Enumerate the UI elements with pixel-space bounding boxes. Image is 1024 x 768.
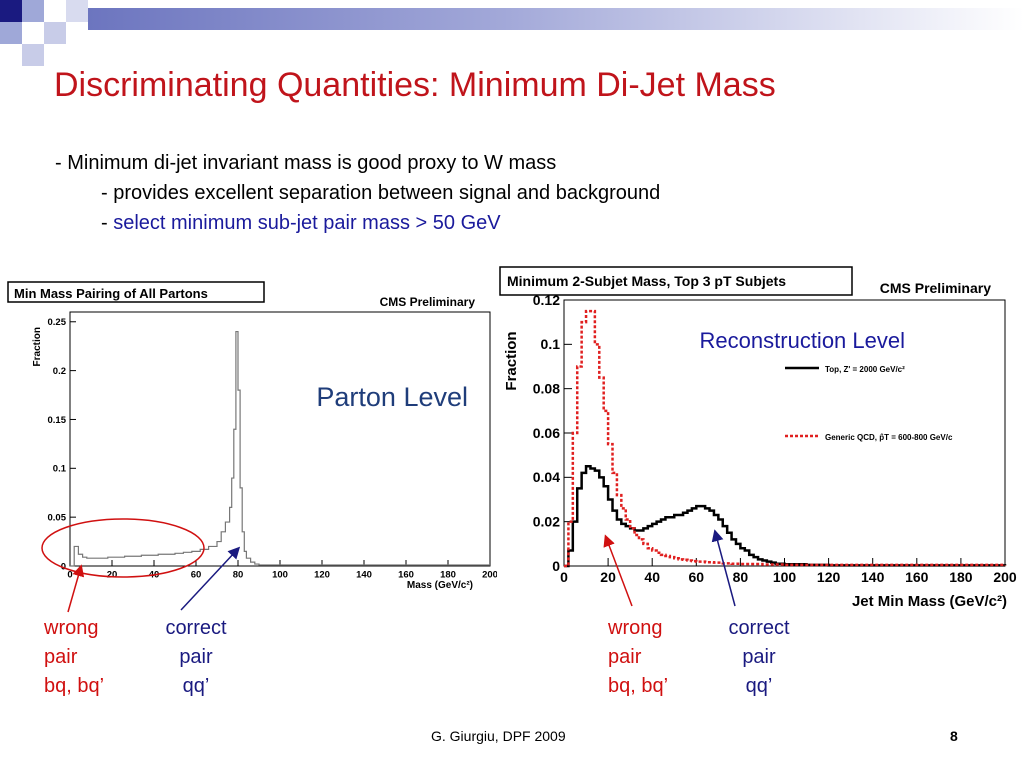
right-chart-x-axis: 0 20 40 60 80 100 120 140 160 180 200 <box>560 558 1017 585</box>
y-tick-label: 0.06 <box>533 425 560 441</box>
left-wrong-pair-label: wrong pair bq, bq’ <box>44 614 104 701</box>
x-tick-label: 120 <box>314 570 330 581</box>
left-chart-xlabel: Mass (GeV/c²) <box>407 580 473 591</box>
x-tick-label: 100 <box>272 570 288 581</box>
x-tick-label: 20 <box>600 569 616 585</box>
left-chart-ylabel: Fraction <box>32 327 43 366</box>
x-tick-label: 140 <box>356 570 372 581</box>
left-correct-line-1: correct <box>165 617 227 639</box>
y-tick-label: 0 <box>552 558 560 574</box>
right-chart-ylabel: Fraction <box>503 331 520 390</box>
right-chart-title: Minimum 2-Subjet Mass, Top 3 pT Subjets <box>507 273 786 289</box>
left-correct-line-3: qq’ <box>182 675 210 697</box>
legend-top-label: Top, Z' = 2000 GeV/c² <box>825 365 905 374</box>
x-tick-label: 40 <box>644 569 660 585</box>
left-chart-series <box>70 330 490 567</box>
left-correct-pair-label: correct pair qq’ <box>156 614 236 701</box>
bullet-3: - select minimum sub-jet pair mass > 50 … <box>101 212 501 235</box>
left-correct-line-2: pair <box>179 646 213 668</box>
right-chart-overlay-label: Reconstruction Level <box>700 328 905 353</box>
right-chart-title-box <box>499 266 853 296</box>
x-tick-label: 120 <box>817 569 841 585</box>
x-tick-label: 200 <box>993 569 1017 585</box>
wrong-pair-ellipse <box>41 518 205 578</box>
footer-page-number: 8 <box>950 728 958 744</box>
x-tick-label: 200 <box>482 570 498 581</box>
x-tick-label: 60 <box>191 570 202 581</box>
right-chart-cms-label: CMS Preliminary <box>880 280 991 296</box>
bullet-2: - provides excellent separation between … <box>101 182 661 204</box>
x-tick-label: 140 <box>861 569 885 585</box>
right-wrong-line-1: wrong <box>608 617 663 639</box>
y-tick-label: 0.12 <box>533 292 560 308</box>
x-tick-label: 180 <box>440 570 456 581</box>
series-line-0 <box>70 330 490 567</box>
series-line-0 <box>564 465 1007 568</box>
right-chart-xlabel: Jet Min Mass (GeV/c²) <box>852 593 1007 610</box>
right-wrong-line-3: bq, bq’ <box>608 675 669 697</box>
left-chart-title-box <box>7 281 265 303</box>
left-wrong-line-3: bq, bq’ <box>44 675 105 697</box>
right-wrong-line-2: pair <box>608 646 642 668</box>
x-tick-label: 80 <box>733 569 749 585</box>
left-wrong-line-1: wrong <box>44 617 99 639</box>
x-tick-label: 160 <box>905 569 929 585</box>
right-chart-frame <box>563 299 1006 567</box>
y-tick-label: 0.2 <box>53 366 66 377</box>
footer-author: G. Giurgiu, DPF 2009 <box>431 728 566 744</box>
left-chart-frame <box>69 311 491 567</box>
right-chart-legend: Top, Z' = 2000 GeV/c² Generic QCD, p̂T =… <box>785 365 953 442</box>
y-tick-label: 0.04 <box>533 469 560 485</box>
y-tick-label: 0.15 <box>48 415 67 426</box>
x-tick-label: 60 <box>689 569 705 585</box>
y-tick-label: 0.1 <box>541 336 561 352</box>
y-tick-label: 0.05 <box>48 512 67 523</box>
series-line-1 <box>564 309 1007 568</box>
parton-level-chart: Min Mass Pairing of All Partons CMS Prel… <box>0 272 500 602</box>
left-chart-overlay-label: Parton Level <box>316 382 468 412</box>
x-tick-label: 20 <box>107 570 118 581</box>
slide-title: Discriminating Quantities: Minimum Di-Je… <box>54 66 776 104</box>
right-correct-pair-label: correct pair qq’ <box>719 614 799 701</box>
right-correct-line-1: correct <box>728 617 790 639</box>
x-tick-label: 0 <box>560 569 568 585</box>
y-tick-label: 0.25 <box>48 317 67 328</box>
right-wrong-pair-label: wrong pair bq, bq’ <box>608 614 668 701</box>
left-chart-title: Min Mass Pairing of All Partons <box>14 286 208 301</box>
x-tick-label: 180 <box>949 569 973 585</box>
right-correct-line-2: pair <box>742 646 776 668</box>
x-tick-label: 160 <box>398 570 414 581</box>
bullet-3-text: select minimum sub-jet pair mass > 50 Ge… <box>113 212 501 234</box>
bullet-1: - Minimum di-jet invariant mass is good … <box>55 152 557 174</box>
y-tick-label: 0.08 <box>533 381 560 397</box>
y-tick-label: 0.1 <box>53 464 67 475</box>
reconstruction-level-chart: Minimum 2-Subjet Mass, Top 3 pT Subjets … <box>497 262 1017 617</box>
right-chart-series <box>564 309 1007 568</box>
x-tick-label: 100 <box>773 569 797 585</box>
legend-qcd-label: Generic QCD, p̂T = 600-800 GeV/c <box>825 433 953 442</box>
x-tick-label: 80 <box>233 570 244 581</box>
right-correct-line-3: qq’ <box>745 675 773 697</box>
right-chart-y-axis: 0 0.02 0.04 0.06 0.08 0.1 0.12 <box>533 292 572 574</box>
bullet-3-dash: - <box>101 212 114 234</box>
y-tick-label: 0.02 <box>533 514 560 530</box>
left-chart-cms-label: CMS Preliminary <box>380 295 476 309</box>
left-wrong-line-2: pair <box>44 646 78 668</box>
